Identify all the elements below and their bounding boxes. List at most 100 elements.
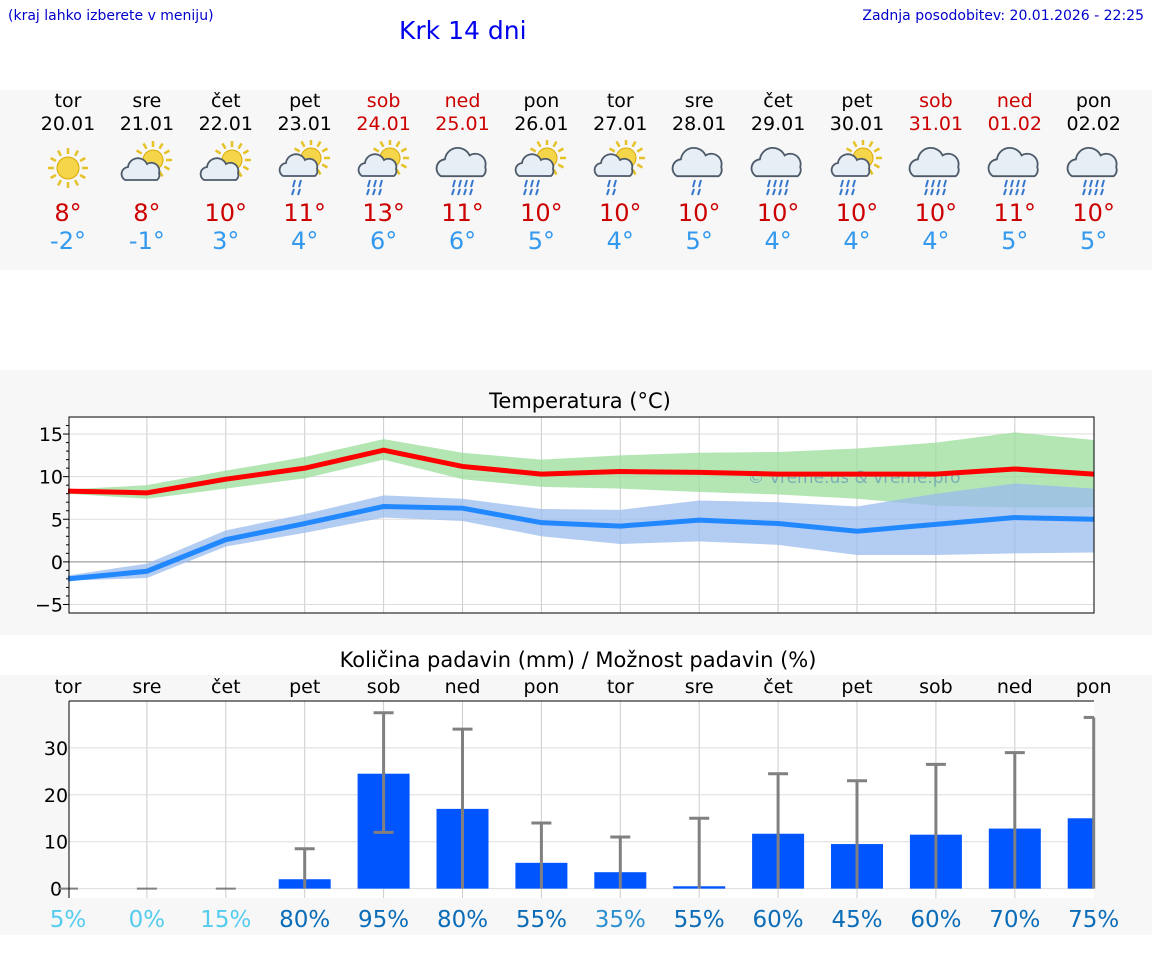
sun-cloud-light-rain-icon	[593, 140, 646, 196]
category-label: pon	[524, 676, 560, 698]
cloud-rain-icon	[908, 146, 960, 196]
y-tick-label: 15	[39, 424, 63, 446]
min-temperature: -2°	[50, 227, 86, 255]
min-temperature: 4°	[291, 227, 319, 255]
day-name: sre	[132, 90, 162, 112]
precipitation-probability: 80%	[279, 907, 330, 933]
category-label: pon	[1076, 676, 1112, 698]
min-temperature: 6°	[369, 227, 398, 255]
y-tick-label: 20	[44, 785, 68, 807]
max-temperature: 8°	[133, 199, 161, 227]
precipitation-probability: 80%	[437, 907, 488, 933]
day-date: 01.02	[987, 113, 1042, 135]
max-temperature: 11°	[283, 199, 326, 227]
min-temperature: -1°	[128, 227, 165, 255]
day-date: 21.01	[119, 113, 175, 135]
min-range-band	[68, 483, 1094, 581]
sun-cloud-rain-icon	[830, 140, 882, 196]
day-name: pon	[523, 90, 560, 112]
precipitation-probability: 35%	[595, 907, 646, 933]
day-name: pet	[289, 90, 321, 112]
precipitation-probability: 55%	[516, 907, 567, 933]
category-label: tor	[607, 676, 634, 698]
precipitation-probability: 15%	[200, 907, 251, 933]
day-date: 31.01	[908, 113, 964, 135]
day-date: 30.01	[829, 113, 885, 135]
day-date: 02.02	[1066, 113, 1121, 135]
max-temperature: 13°	[362, 199, 405, 227]
day-date: 25.01	[435, 113, 490, 135]
day-name: čet	[211, 90, 241, 112]
max-temperature: 10°	[835, 199, 879, 227]
min-temperature: 4°	[764, 227, 792, 255]
y-tick-label: 0	[51, 552, 63, 574]
min-temperature: 6°	[448, 227, 477, 255]
category-label: tor	[55, 676, 82, 698]
day-name: ned	[996, 90, 1033, 112]
min-temperature: 5°	[1001, 227, 1029, 255]
category-label: čet	[211, 676, 241, 698]
precipitation-probability: 95%	[358, 907, 409, 933]
page-title: Krk 14 dni	[399, 16, 527, 45]
max-temperature: 10°	[914, 199, 958, 227]
min-temperature: 5°	[527, 227, 556, 255]
plot-border	[68, 416, 1095, 614]
last-updated: Zadnja posodobitev: 20.01.2026 - 22:25	[862, 8, 1144, 24]
day-date: 20.01	[40, 113, 96, 135]
precipitation-probability: 75%	[1068, 907, 1119, 933]
precipitation-probability: 55%	[674, 907, 725, 933]
y-tick-label: 10	[44, 832, 68, 854]
category-label: sre	[132, 676, 161, 698]
sun-cloud-rain-icon	[357, 140, 409, 196]
max-temperature: 10°	[1072, 199, 1115, 227]
category-label: sob	[919, 676, 953, 698]
min-temperature: 4°	[606, 227, 634, 255]
day-forecast-list: tor 20.01 8° -2° sre 21.01 8° -1° čet 22.01 10° 3° p…	[0, 0, 1152, 270]
day-name: sob	[366, 90, 401, 112]
cloud-rain-icon	[1066, 146, 1118, 196]
y-tick-label: 5	[51, 509, 63, 531]
chart-title: Količina padavin (mm) / Možnost padavin …	[340, 648, 817, 672]
day-name: sre	[684, 90, 714, 112]
sunny-icon	[48, 148, 88, 188]
category-label: pet	[841, 676, 872, 698]
forecast-strip	[0, 90, 1152, 270]
day-name: sob	[919, 90, 953, 112]
category-label: ned	[445, 676, 481, 698]
day-name: pon	[1075, 90, 1112, 112]
max-temperature: 11°	[441, 199, 484, 227]
min-temperature: 5°	[685, 227, 713, 255]
day-date: 28.01	[671, 113, 727, 135]
day-name: ned	[444, 90, 481, 112]
precipitation-bar	[1067, 818, 1094, 889]
cloud-rain-icon	[987, 146, 1039, 196]
day-date: 23.01	[277, 113, 332, 135]
category-label: sob	[367, 676, 401, 698]
location-hint: (kraj lahko izberete v meniju)	[8, 8, 214, 24]
max-temperature: 10°	[677, 199, 721, 227]
category-label: čet	[763, 676, 793, 698]
sun-cloud-rain-icon	[515, 140, 567, 196]
precipitation-probability: 45%	[831, 907, 882, 933]
y-tick-label: −5	[35, 594, 63, 616]
min-temperature: 3°	[212, 227, 240, 255]
max-temperature: 10°	[204, 199, 248, 227]
day-date: 24.01	[356, 113, 411, 135]
min-temperature: 5°	[1080, 227, 1108, 255]
max-temperature: 8°	[54, 199, 82, 227]
partly-cloudy-icon	[120, 141, 172, 181]
precipitation-probability: 5%	[50, 907, 87, 933]
max-temperature-line	[67, 447, 1094, 496]
category-label: ned	[997, 676, 1033, 698]
category-label: sre	[685, 676, 714, 698]
y-tick-label: 30	[44, 738, 68, 760]
max-temperature: 10°	[756, 199, 800, 227]
precipitation-probability: 60%	[910, 907, 961, 933]
precipitation-probability: 0%	[129, 907, 166, 933]
precipitation-probability: 60%	[753, 907, 804, 933]
category-label: pet	[289, 676, 320, 698]
y-tick-label: 10	[39, 467, 63, 489]
y-tick-label: 0	[50, 879, 62, 901]
min-temperature: 4°	[922, 227, 950, 255]
